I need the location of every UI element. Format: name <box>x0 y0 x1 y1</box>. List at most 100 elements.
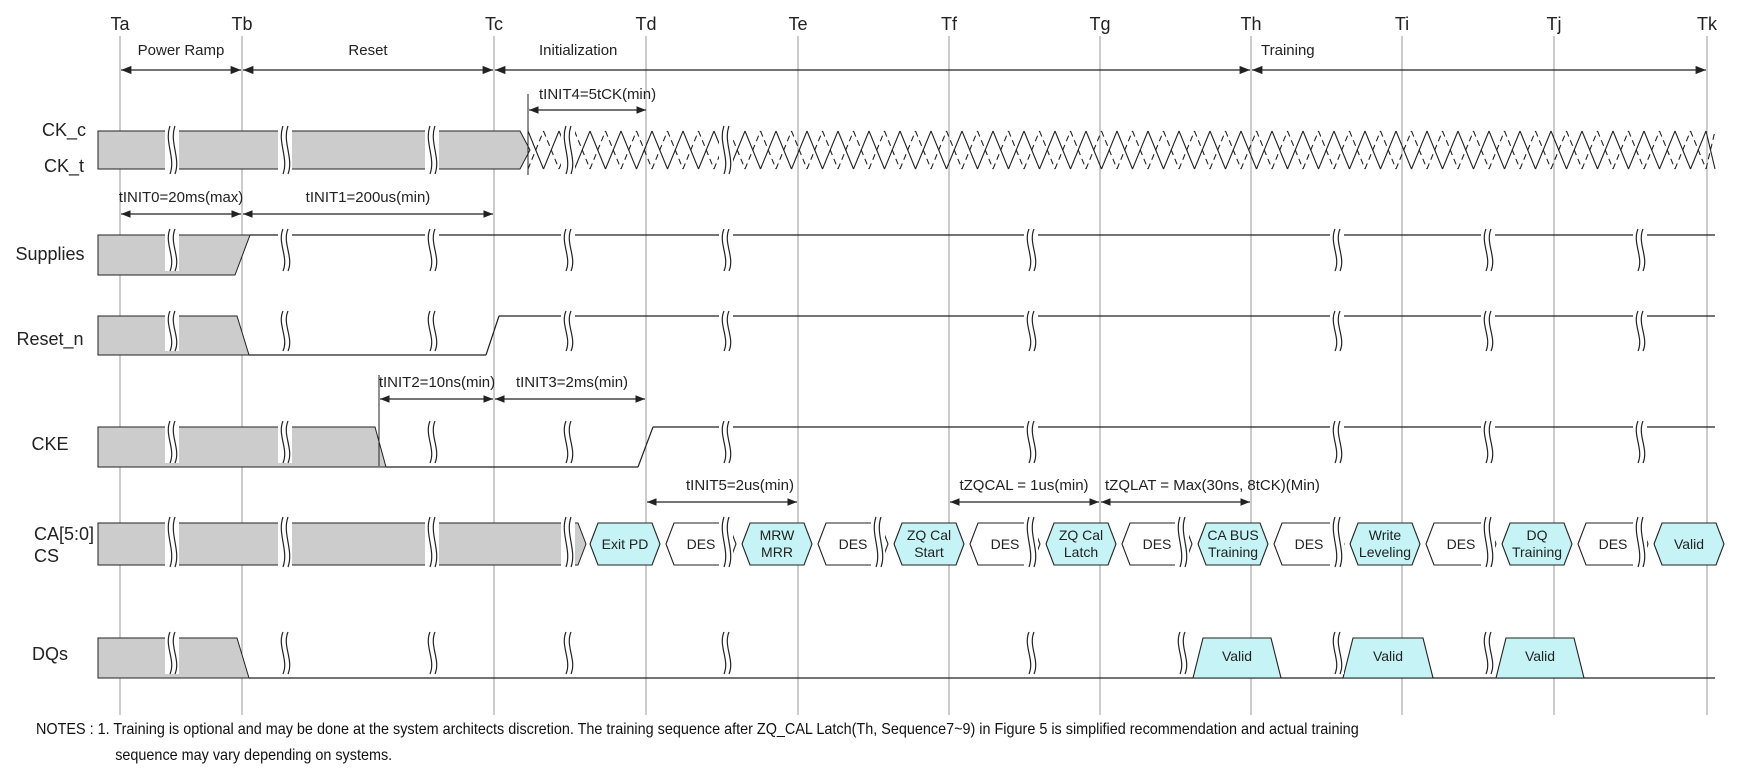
clock-break <box>719 125 733 175</box>
ca-command-shape <box>741 522 813 566</box>
dq-valid-shape <box>1192 637 1282 679</box>
column-label-ti: Ti <box>1395 14 1409 34</box>
notes: NOTES : 1. Training is optional and may … <box>36 717 1548 769</box>
dq-valid-1: Valid <box>1342 637 1434 679</box>
break-line <box>1332 516 1338 568</box>
break-line <box>563 125 569 175</box>
break-line <box>427 125 433 175</box>
dq-valid-2: Valid <box>1495 637 1585 679</box>
break-line <box>726 516 732 568</box>
ca-command-shape <box>1577 522 1649 566</box>
ca-command-label: Latch <box>1064 544 1098 560</box>
break-line <box>285 310 291 352</box>
break-line <box>1483 420 1489 464</box>
ca-command-label: DES <box>839 536 868 552</box>
tinit2-label: tINIT2=10ns(min) <box>379 374 495 391</box>
break-line <box>1332 228 1338 272</box>
ca-break <box>278 516 292 568</box>
tinit0-label: tINIT0=20ms(max) <box>119 189 244 206</box>
ca-command-shape <box>1045 522 1117 566</box>
reset-n-break <box>165 310 179 352</box>
cke-break <box>561 420 575 464</box>
tzqcal-label: tZQCAL = 1us(min) <box>959 477 1088 494</box>
break-line <box>285 228 291 272</box>
dq-valid-label: Valid <box>1222 648 1252 664</box>
ca-command-shape <box>1121 522 1193 566</box>
break-line <box>1337 310 1343 352</box>
ca-command-shape <box>1425 522 1497 566</box>
ca-break <box>1175 516 1189 568</box>
column-label-tc: Tc <box>485 14 503 34</box>
break-line <box>285 516 291 568</box>
ca-command-label: DES <box>687 536 716 552</box>
break-line <box>1332 420 1338 464</box>
break-line <box>1488 631 1494 675</box>
ca-command-1: DES <box>665 522 737 566</box>
signal-label-3: Reset_n <box>16 329 83 350</box>
reset-n-break <box>561 310 575 352</box>
column-label-tb: Tb <box>231 14 252 34</box>
break-line <box>427 228 433 272</box>
column-label-ta: Ta <box>110 14 130 34</box>
cke-break <box>1481 420 1495 464</box>
break-line <box>563 310 569 352</box>
break-line <box>1488 516 1494 568</box>
tinit1-label: tINIT1=200us(min) <box>306 189 431 206</box>
ca-command-3: DES <box>817 522 889 566</box>
ca-break <box>1330 516 1344 568</box>
break-line <box>1031 631 1037 675</box>
break-line <box>167 420 173 464</box>
supplies-break <box>719 228 733 272</box>
cke-break <box>278 420 292 464</box>
supplies-break <box>278 228 292 272</box>
cke-break <box>165 420 179 464</box>
column-label-th: Th <box>1240 14 1261 34</box>
clock-break <box>165 125 179 175</box>
break-line <box>285 420 291 464</box>
break-line <box>167 310 173 352</box>
break-line <box>721 631 727 675</box>
column-label-tg: Tg <box>1089 14 1110 34</box>
dq-break <box>425 631 439 675</box>
break-line <box>1488 420 1494 464</box>
ca-break <box>871 516 885 568</box>
break-line <box>1488 228 1494 272</box>
ca-command-label: DES <box>1599 536 1628 552</box>
supplies-break <box>1024 228 1038 272</box>
ca-break <box>561 516 575 568</box>
break-line <box>172 516 178 568</box>
ca-command-label: ZQ Cal <box>1059 527 1103 543</box>
ca-command-label: MRR <box>761 544 793 560</box>
dq-break <box>561 631 575 675</box>
ca-command-label: DES <box>1295 536 1324 552</box>
break-line <box>167 631 173 675</box>
clock-idle-shape <box>97 130 531 170</box>
column-label-tk: Tk <box>1697 14 1718 34</box>
clock-break <box>425 125 439 175</box>
supplies-break <box>165 228 179 272</box>
dq-break <box>719 631 733 675</box>
break-line <box>427 631 433 675</box>
break-line <box>1026 310 1032 352</box>
ca-command-5: DES <box>969 522 1041 566</box>
ca-break <box>1024 516 1038 568</box>
break-line <box>726 310 732 352</box>
cke-rise <box>637 426 654 468</box>
break-line <box>1337 516 1343 568</box>
ca-command-shape <box>1349 522 1421 566</box>
break-line <box>726 228 732 272</box>
break-line <box>1182 516 1188 568</box>
ca-command-label: Start <box>914 544 944 560</box>
break-line <box>1483 228 1489 272</box>
cke-break <box>1330 420 1344 464</box>
signal-label-0: CK_c <box>42 120 86 141</box>
ca-command-label: DES <box>1447 536 1476 552</box>
break-line <box>721 516 727 568</box>
break-line <box>1026 420 1032 464</box>
break-line <box>172 420 178 464</box>
break-line <box>1483 516 1489 568</box>
clock-break <box>561 125 575 175</box>
